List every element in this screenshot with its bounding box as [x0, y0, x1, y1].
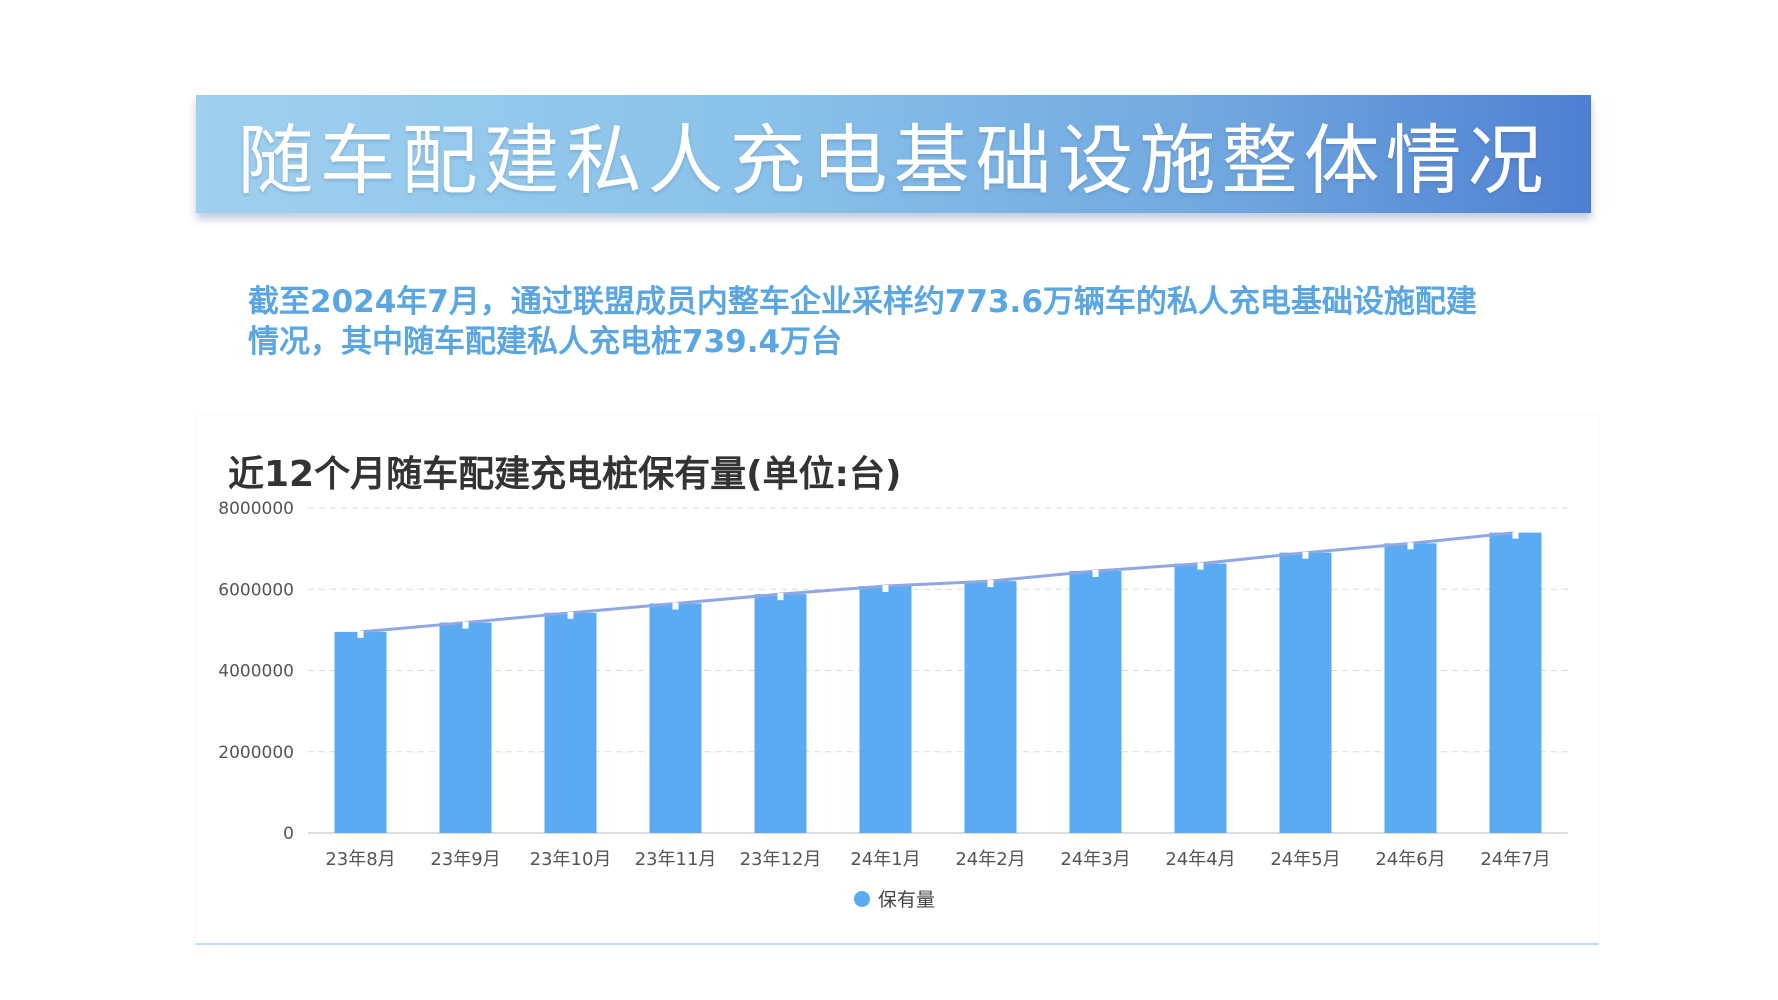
bar	[1279, 552, 1332, 833]
summary-line-1: 截至2024年7月，通过联盟成员内整车企业采样约773.6万辆车的私人充电基础设…	[248, 284, 1477, 320]
legend-dot-icon	[854, 890, 870, 907]
bar	[754, 594, 807, 833]
bar-top-marker	[1092, 569, 1099, 577]
trend-line	[360, 531, 1516, 634]
bar	[1489, 532, 1542, 833]
chart-title: 近12个月随车配建充电桩保有量(单位:台)	[228, 454, 902, 495]
bar	[1069, 570, 1122, 833]
x-tick-label: 24年7月	[1480, 849, 1550, 870]
x-tick-label: 24年5月	[1270, 849, 1340, 870]
bar	[334, 631, 387, 833]
x-tick-label: 23年10月	[530, 849, 612, 870]
bar-top-marker	[1302, 551, 1309, 559]
x-tick-label: 24年2月	[955, 849, 1025, 870]
bar-top-marker	[462, 621, 469, 629]
bar-top-marker	[567, 611, 574, 619]
bar-top-marker	[1407, 542, 1414, 550]
bar	[1174, 563, 1227, 833]
chart-panel: 近12个月随车配建充电桩保有量(单位:台) 0 2000000 4000000 600…	[196, 415, 1599, 945]
summary-line-2: 情况，其中随车配建私人充电桩739.4万台	[248, 324, 843, 360]
y-tick-label: 4000000	[218, 662, 294, 682]
chart-legend[interactable]: 保有量	[854, 885, 935, 912]
bar-top-marker	[987, 580, 994, 588]
bar	[544, 612, 597, 833]
y-tick-label: 0	[283, 824, 294, 844]
x-tick-label: 24年4月	[1165, 849, 1235, 870]
page-title: 随车配建私人充电基础设施整体情况	[237, 116, 1550, 205]
y-tick-label: 2000000	[218, 743, 294, 763]
x-tick-label: 23年11月	[635, 849, 717, 870]
summary-text: 截至2024年7月，通过联盟成员内整车企业采样约773.6万辆车的私人充电基础设…	[248, 282, 1548, 362]
x-tick-label: 24年1月	[850, 849, 920, 870]
y-tick-label: 8000000	[218, 499, 294, 519]
x-tick-label: 24年3月	[1060, 849, 1130, 870]
x-tick-label: 23年8月	[325, 849, 395, 870]
bar	[439, 622, 492, 833]
y-tick-label: 6000000	[218, 580, 294, 600]
bar-top-marker	[1197, 562, 1204, 570]
title-banner: 随车配建私人充电基础设施整体情况	[196, 95, 1591, 213]
bar	[649, 603, 702, 833]
bar-top-marker	[357, 630, 364, 638]
x-tick-label: 24年6月	[1375, 849, 1445, 870]
x-tick-label: 23年12月	[740, 849, 822, 870]
bar	[964, 581, 1017, 833]
bar-top-marker	[1512, 531, 1519, 539]
x-tick-label: 23年9月	[430, 849, 500, 870]
bar-top-marker	[672, 602, 679, 610]
bar-chart: 0 2000000 4000000 6000000 8000000 23年8月 23年9月 2…	[218, 499, 1568, 870]
legend-label: 保有量	[878, 889, 936, 911]
bar-top-marker	[882, 585, 889, 592]
bar	[859, 586, 912, 833]
bar-top-marker	[777, 593, 784, 601]
bar	[1384, 543, 1437, 833]
